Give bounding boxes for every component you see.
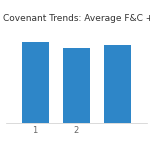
Bar xyxy=(22,42,48,123)
Bar xyxy=(63,48,90,123)
Text: Covenant Trends: Average F&C + PF 1st Lien Leverage: Covenant Trends: Average F&C + PF 1st Li… xyxy=(3,14,150,23)
Bar xyxy=(105,45,131,123)
